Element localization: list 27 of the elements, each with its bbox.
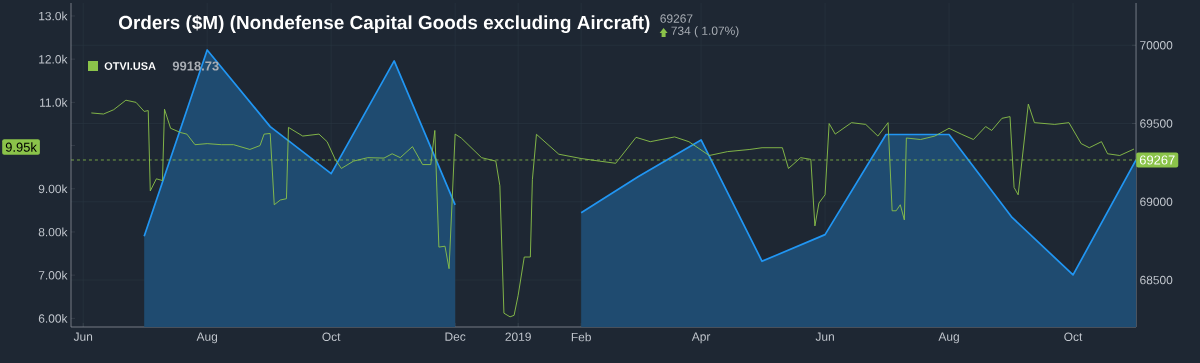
- y-tick-label: 11.0k: [40, 97, 68, 107]
- y2-tick-label: 69500: [1140, 119, 1173, 128]
- x-tick-label: Aug: [196, 332, 218, 344]
- x-tick-label: Jun: [73, 332, 93, 341]
- y-tick-label: 12.0k: [39, 54, 68, 64]
- x-tick-label: 2019: [505, 332, 531, 341]
- x-tick-label: Oct: [1064, 332, 1083, 341]
- y-tick-label: 13.0k: [39, 11, 68, 21]
- x-tick-label: Dec: [445, 332, 466, 341]
- x-tick-label: Oct: [322, 332, 341, 341]
- y2-tick-label: 68500: [1140, 275, 1173, 285]
- x-tick-label: Feb: [571, 332, 591, 342]
- text: 9.95k: [5, 142, 37, 152]
- y2-tick-label: 70000: [1140, 41, 1173, 50]
- y-tick-label: 7.00k: [38, 270, 68, 280]
- ref-line-label: 69267: [1139, 155, 1175, 165]
- text: Orders ($M) (Nondefense Capital Goods excluding Aircraft): [118, 14, 650, 34]
- x-tick-label: Aug: [938, 332, 959, 344]
- y-tick-label: 9.00k: [38, 184, 68, 194]
- y-tick-label: 8.00k: [38, 227, 68, 237]
- annotation: 734 ( 1.07%): [671, 26, 739, 38]
- legend-label: OTVI.USA: [104, 62, 156, 70]
- y-tick-label: 6.00k: [38, 313, 68, 323]
- y2-tick-label: 69000: [1140, 197, 1173, 207]
- x-tick-label: Apr: [691, 332, 711, 344]
- annotation: 69267: [660, 14, 693, 23]
- x-tick-label: Jun: [815, 332, 834, 341]
